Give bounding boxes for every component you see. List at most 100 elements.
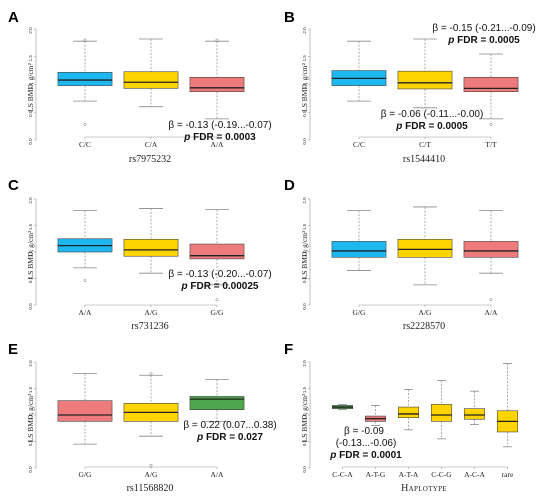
box-rect <box>189 76 245 93</box>
beta-estimate: (-0.13...-0.06) <box>336 438 397 449</box>
fdr-text: FDR = 0.027 <box>203 432 263 443</box>
y-tick-label: 1.5 <box>302 55 307 62</box>
y-tick-label: 0.0 <box>28 138 33 145</box>
y-tick-label: 1.0 <box>28 82 33 89</box>
y-axis-title: LS BMD, g/cm² <box>26 230 35 279</box>
box-t-t: T/T <box>463 53 519 149</box>
panel-d: D 0.0 0.5 1.0 1.5 2.0 LS BMD, g/cm² G/G A/G A/A rs… <box>284 177 519 332</box>
x-tick-label: A/A <box>211 140 225 149</box>
fdr-p-symbol: p <box>196 432 203 443</box>
y-axis-title: LS BMD, g/cm² <box>300 230 309 279</box>
y-tick-label: 1.0 <box>302 250 307 257</box>
x-tick-label: A/A <box>211 470 225 479</box>
stat-annotation: β = 0.22 (0.07...0.38)p FDR = 0.027 <box>183 420 276 443</box>
box-c-c-a: C-C-A <box>331 403 353 479</box>
x-axis-title: rs1544410 <box>403 154 445 165</box>
y-tick-label: 1.0 <box>28 250 33 257</box>
y-tick-label: 0.5 <box>302 439 307 446</box>
fdr-value: p FDR = 0.0005 <box>395 121 468 132</box>
box-rect <box>331 241 387 258</box>
x-tick-label: G/G <box>79 470 93 479</box>
y-tick-label: 0.5 <box>28 276 33 283</box>
panel-label: A <box>8 9 19 26</box>
fdr-p-symbol: p <box>181 281 188 292</box>
y-tick-label: 2.0 <box>302 197 307 204</box>
box-a-a: A/A <box>463 210 519 317</box>
x-axis-title: rs2228570 <box>403 321 445 332</box>
x-tick-label: C-C-A <box>332 470 353 479</box>
x-axis-title: rs731236 <box>131 321 168 332</box>
box-rect <box>430 404 453 422</box>
x-tick-label: A-C-A <box>464 470 485 479</box>
stat-annotation: β = -0.09(-0.13...-0.06)p FDR = 0.0001 <box>329 426 402 461</box>
y-tick-label: 1.0 <box>302 413 307 420</box>
y-tick-label: 2.0 <box>28 197 33 204</box>
x-tick-label: A/G <box>419 308 433 317</box>
x-tick-label: C/C <box>79 140 91 149</box>
y-tick-label: 2.0 <box>28 360 33 367</box>
outlier-point <box>83 38 87 42</box>
x-axis-title: Haplotype <box>401 483 447 494</box>
y-tick-label: 0.0 <box>302 303 307 310</box>
y-tick-label: 2.0 <box>28 27 33 34</box>
y-tick-label: 1.5 <box>28 223 33 230</box>
y-tick-label: 0.5 <box>302 276 307 283</box>
y-tick-label: 0.0 <box>28 303 33 310</box>
box-a-g: A/G <box>397 206 453 317</box>
fdr-value: p FDR = 0.00025 <box>181 281 259 292</box>
y-tick-label: 2.0 <box>302 27 307 34</box>
box-a-t-g: A-T-G <box>364 405 387 479</box>
beta-estimate: β = -0.13 (-0.19...-0.07) <box>168 120 271 131</box>
box-a-c-a: A-C-A <box>463 390 486 479</box>
box-rect <box>397 406 420 418</box>
fdr-p-symbol: p <box>447 35 454 46</box>
outlier-point <box>149 372 153 376</box>
beta-estimate: β = -0.06 (-0.11...-0.00) <box>381 109 484 120</box>
panel-label: B <box>284 9 295 26</box>
x-tick-label: A-T-G <box>366 470 386 479</box>
stat-annotation: β = -0.15 (-0.21...-0.09)p FDR = 0.0005 <box>432 23 535 46</box>
beta-estimate: β = -0.15 (-0.21...-0.09) <box>432 23 535 34</box>
box-rare: rare <box>496 363 519 479</box>
x-tick-label: C/T <box>419 140 431 149</box>
box-a-a: A/A <box>189 38 245 149</box>
outlier-point <box>489 298 493 302</box>
box-a-t-a: A-T-A <box>397 389 420 479</box>
y-axis-title: LS BMD, g/cm² <box>26 393 35 442</box>
fdr-text: FDR = 0.0005 <box>454 35 520 46</box>
outlier-point <box>83 279 87 283</box>
box-a-a: A/A <box>57 210 113 317</box>
fdr-value: p FDR = 0.0001 <box>329 450 402 461</box>
y-tick-label: 0.5 <box>28 110 33 117</box>
y-tick-label: 0.0 <box>302 466 307 473</box>
y-axis-title: LS BMD, g/cm² <box>300 62 309 111</box>
box-rect <box>189 243 245 260</box>
fdr-p-symbol: p <box>329 450 336 461</box>
panel-e: E 0.0 0.5 1.0 1.5 2.0 LS BMD, g/cm² G/G A/G A/A rs… <box>8 341 277 494</box>
box-a-g: A/G <box>123 372 179 479</box>
panel-label: D <box>284 177 295 194</box>
beta-estimate: β = -0.13 (-0.20...-0.07) <box>168 269 271 280</box>
box-rect <box>463 241 519 258</box>
stat-annotation: β = -0.06 (-0.11...-0.00)p FDR = 0.0005 <box>381 109 484 132</box>
y-tick-label: 1.5 <box>302 386 307 393</box>
box-c-t: C/T <box>397 38 453 149</box>
y-tick-label: 0.0 <box>302 138 307 145</box>
y-tick-label: 1.5 <box>28 386 33 393</box>
box-c-c-g: C-C-G <box>430 380 453 479</box>
box-rect <box>397 70 453 90</box>
box-rect <box>123 71 179 89</box>
box-rect <box>463 408 486 420</box>
box-rect <box>57 71 113 86</box>
x-tick-label: A/G <box>145 308 159 317</box>
fdr-value: p FDR = 0.027 <box>196 432 263 443</box>
box-g-g: G/G <box>189 209 245 317</box>
fdr-text: FDR = 0.0005 <box>402 121 468 132</box>
outlier-point <box>83 123 87 126</box>
box-c-c: C/C <box>57 38 113 149</box>
x-tick-label: A/A <box>79 308 93 317</box>
box-rect <box>189 396 245 411</box>
outlier-point <box>489 123 493 126</box>
x-tick-label: A/A <box>485 308 499 317</box>
